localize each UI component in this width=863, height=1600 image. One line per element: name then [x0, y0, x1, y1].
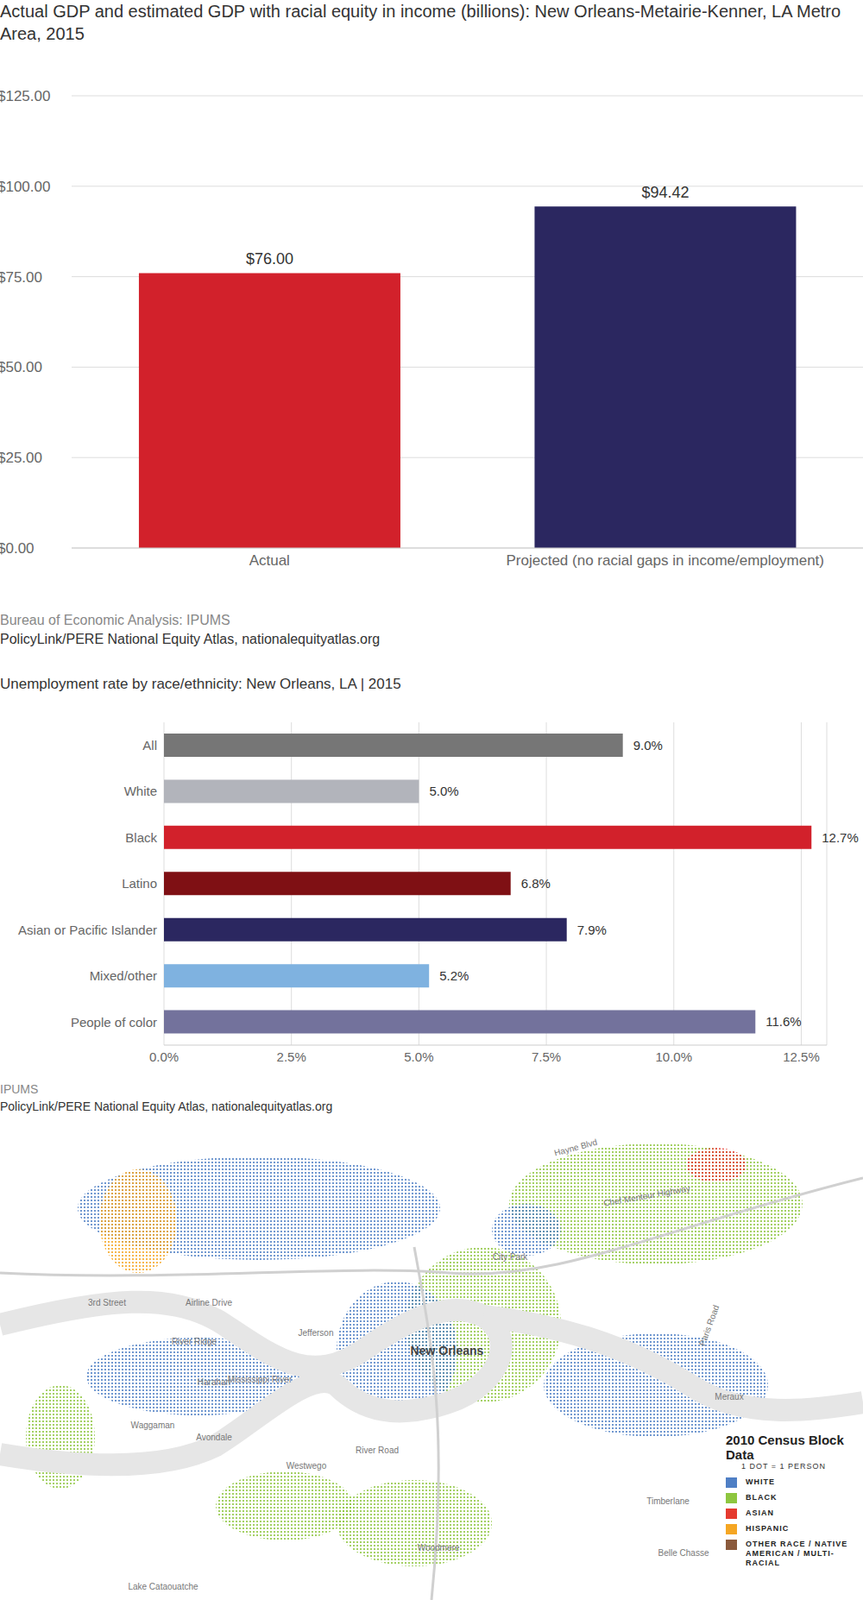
- html-text:PolicyLink/PERE National Equit: PolicyLink/PERE National Equity Atlas, n…: [0, 1099, 333, 1114]
- svg-text:Woodmere: Woodmere: [417, 1543, 460, 1553]
- svg-text:City Park: City Park: [492, 1252, 530, 1262]
- svg-text:7.5%: 7.5%: [531, 1049, 561, 1065]
- svg-text:Waggaman: Waggaman: [131, 1420, 176, 1430]
- html-text:Bureau of Economic Analysis: I: Bureau of Economic Analysis: IPUMS: [0, 612, 231, 628]
- svg-text:5.2%: 5.2%: [439, 968, 469, 983]
- svg-text:Latino: Latino: [121, 875, 158, 891]
- svg-text:$94.42: $94.42: [641, 183, 689, 202]
- svg-text:Airline Drive: Airline Drive: [185, 1297, 233, 1308]
- svg-text:5.0%: 5.0%: [403, 1049, 434, 1065]
- svg-text:Chef Menteur Highway: Chef Menteur Highway: [602, 1183, 691, 1208]
- svg-text:6.8%: 6.8%: [521, 875, 551, 891]
- html-text:HISPANIC: HISPANIC: [745, 1524, 790, 1533]
- svg-text:7.9%: 7.9%: [577, 922, 607, 938]
- svg-text:12.5%: 12.5%: [782, 1049, 820, 1065]
- svg-text:River Road: River Road: [355, 1445, 399, 1456]
- svg-text:Asian or Pacific Islander: Asian or Pacific Islander: [18, 922, 158, 938]
- html-text:IPUMS: IPUMS: [0, 1082, 39, 1097]
- svg-text:9.0%: 9.0%: [633, 737, 663, 753]
- svg-text:Mississippi River: Mississippi River: [227, 1374, 293, 1385]
- svg-text:$76.00: $76.00: [245, 250, 294, 268]
- svg-text:10.0%: 10.0%: [655, 1049, 693, 1065]
- svg-text:White: White: [124, 783, 158, 799]
- svg-text:Timberlane: Timberlane: [646, 1496, 690, 1506]
- svg-text:All: All: [142, 737, 158, 753]
- svg-text:Paris Road: Paris Road: [697, 1303, 721, 1348]
- svg-text:Lake Cataouatche: Lake Cataouatche: [127, 1581, 199, 1592]
- svg-text:Projected (no racial gaps in i: Projected (no racial gaps in income/empl…: [505, 552, 825, 569]
- html-text:PolicyLink/PERE National Equit: PolicyLink/PERE National Equity Atlas, n…: [0, 631, 380, 647]
- svg-text:Hayne Blvd: Hayne Blvd: [553, 1137, 599, 1159]
- html-text:WHITE: WHITE: [745, 1477, 775, 1487]
- html-text:1 DOT = 1 PERSON: 1 DOT = 1 PERSON: [741, 1461, 826, 1471]
- svg-text:11.6%: 11.6%: [765, 1014, 801, 1029]
- svg-text:People of color: People of color: [70, 1014, 158, 1030]
- svg-text:Harahan: Harahan: [197, 1377, 231, 1387]
- svg-text:$100.00: $100.00: [6, 178, 51, 196]
- svg-text:$75.00: $75.00: [6, 269, 43, 286]
- svg-text:Avondale: Avondale: [195, 1432, 233, 1443]
- html-text:Unemployment rate by race/ethn: Unemployment rate by race/ethnicity: New…: [0, 675, 401, 693]
- svg-text:$0.00: $0.00: [6, 540, 35, 557]
- svg-text:Meraux: Meraux: [714, 1392, 744, 1402]
- html-text:2010 Census Block Data: 2010 Census Block Data: [725, 1432, 844, 1462]
- html-text:OTHER RACE / NATIVE AMERICAN /: OTHER RACE / NATIVE AMERICAN / MULTI-RAC…: [745, 1539, 848, 1568]
- svg-text:3rd Street: 3rd Street: [88, 1297, 126, 1308]
- svg-text:Mixed/other: Mixed/other: [89, 968, 158, 983]
- svg-text:$50.00: $50.00: [6, 359, 43, 376]
- html-text:BLACK: BLACK: [745, 1492, 778, 1502]
- svg-text:River Ridge: River Ridge: [171, 1336, 218, 1347]
- svg-text:$125.00: $125.00: [6, 88, 51, 105]
- svg-text:Actual: Actual: [249, 552, 290, 569]
- svg-text:$25.00: $25.00: [6, 449, 43, 467]
- html-text:Actual GDP and estimated GDP w: Actual GDP and estimated GDP with racial…: [0, 1, 841, 44]
- svg-text:2.5%: 2.5%: [277, 1049, 307, 1065]
- svg-text:New Orleans: New Orleans: [410, 1343, 485, 1358]
- svg-text:Westwego: Westwego: [286, 1461, 328, 1471]
- html-text:ASIAN: ASIAN: [745, 1508, 775, 1518]
- svg-text:Belle Chasse: Belle Chasse: [658, 1548, 710, 1558]
- svg-text:0.0%: 0.0%: [149, 1049, 179, 1065]
- svg-text:12.7%: 12.7%: [821, 830, 857, 845]
- svg-text:5.0%: 5.0%: [428, 783, 459, 799]
- svg-text:Jefferson: Jefferson: [298, 1328, 334, 1338]
- svg-text:Black: Black: [125, 830, 158, 845]
